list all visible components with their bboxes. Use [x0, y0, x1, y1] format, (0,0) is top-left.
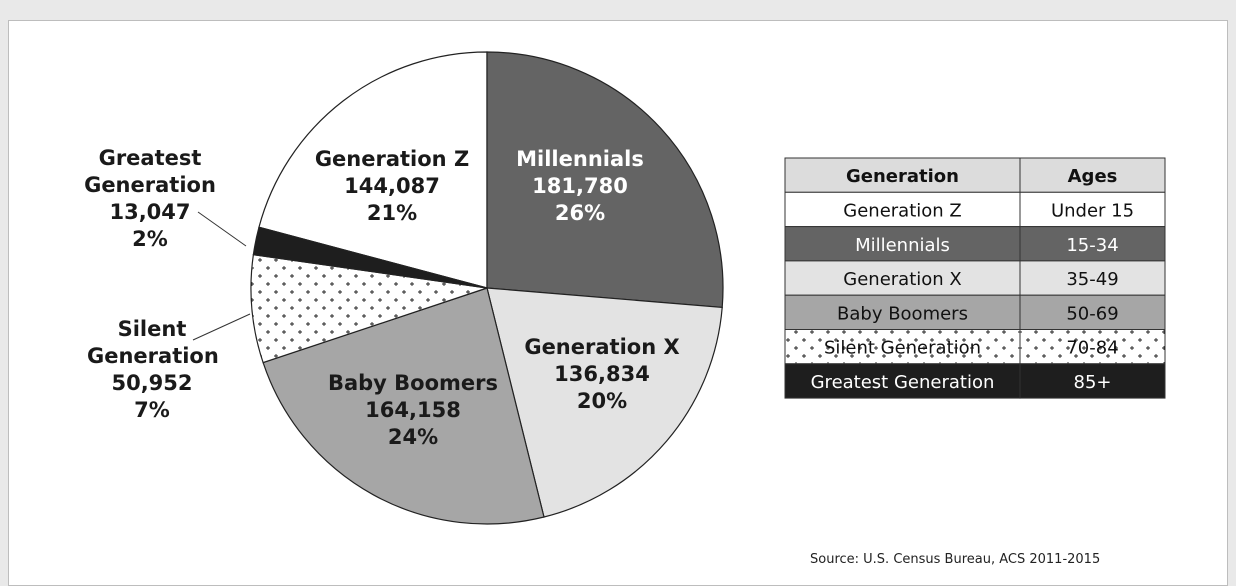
table-text: Silent Generation: [824, 338, 981, 359]
table-text: 50-69: [1066, 303, 1118, 324]
table-text: 70-84: [1066, 338, 1118, 359]
table-cell: [1019, 294, 1166, 331]
slice-label: Silent Generation 50,952 7%: [87, 316, 219, 424]
table-text: 15-34: [1066, 235, 1118, 256]
table-cell: [784, 294, 1021, 331]
table-text: Under 15: [1051, 200, 1134, 221]
slice-value: 181,780: [532, 174, 628, 198]
slice-share: 2%: [132, 227, 168, 251]
slice-share: 7%: [134, 398, 170, 422]
slice-name: Baby Boomers: [327, 371, 499, 395]
slice-name: Generation X: [524, 335, 680, 359]
table-text: Greatest Generation: [811, 372, 995, 393]
table-cell: [1019, 226, 1166, 262]
slice-name: Greatest Generation: [84, 146, 216, 197]
slice-value: 144,087: [344, 174, 440, 198]
source: Source: U.S. Census Bureau, ACS 2011-201…: [810, 552, 1101, 567]
table-text: Generation Z: [843, 200, 961, 221]
pie-slice: [486, 287, 723, 518]
slice-share: 21%: [366, 201, 418, 225]
table-cell: [1019, 329, 1166, 365]
slice-name: Generation Z: [314, 147, 470, 171]
slice-label: Greatest Generation 13,047 2%: [80, 145, 220, 253]
table-text: Generation X: [843, 269, 961, 290]
table-text: Millennials: [855, 235, 950, 256]
slice-share: 24%: [387, 425, 439, 449]
slice-label: Generation Z 144,087 21%: [292, 146, 492, 227]
table-text: 85+: [1074, 372, 1112, 393]
slice-label: Millennials 181,780 26%: [480, 146, 680, 227]
slice-value: 50,952: [111, 371, 193, 395]
pie-slice: [250, 253, 488, 364]
slice-share: 26%: [554, 201, 606, 225]
pie-slice: [258, 51, 488, 289]
slice-share: 20%: [576, 389, 628, 413]
table-text: Ages: [1068, 166, 1118, 187]
slice-value: 136,834: [554, 362, 650, 386]
table-cell: [1019, 260, 1166, 296]
table-text: 35-49: [1066, 269, 1118, 290]
slice-label: Baby Boomers 164,158 24%: [303, 370, 523, 451]
slice-name: Silent Generation: [87, 317, 219, 368]
table-text: Baby Boomers: [837, 303, 968, 324]
slice-name: Millennials: [516, 147, 644, 171]
table-cell: [784, 226, 1021, 262]
table-cell: [784, 329, 1021, 365]
table-cell: [784, 363, 1021, 399]
table-cell: [1019, 191, 1166, 228]
leader-line: [197, 211, 247, 247]
pie-slice: [486, 51, 724, 309]
pie-slice: [262, 287, 545, 525]
slice-label: Generation X 136,834 20%: [502, 334, 702, 415]
table-text: Generation: [846, 166, 959, 187]
slice-value: 164,158: [365, 398, 461, 422]
pie-slice: [252, 226, 488, 289]
table-cell: [1019, 363, 1166, 399]
slice-value: 13,047: [109, 200, 191, 224]
leader-line: [192, 313, 251, 341]
